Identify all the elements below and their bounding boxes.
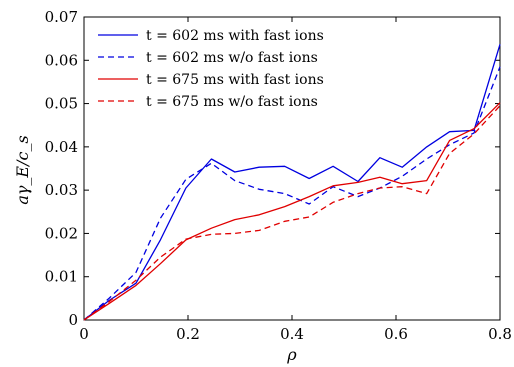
y-tick-label: 0.01: [45, 268, 78, 286]
x-axis-title: ρ: [286, 345, 297, 364]
y-axis-title: aγ_E/c_s: [13, 135, 32, 204]
legend-label: t = 675 ms w/o fast ions: [146, 94, 318, 110]
y-tick-label: 0.03: [45, 181, 78, 199]
legend-item: t = 675 ms w/o fast ions: [98, 94, 318, 110]
y-axis-title-text: aγ_E/c_s: [13, 135, 32, 204]
x-tick-label: 0.4: [280, 325, 304, 343]
series-line-1: [83, 44, 501, 321]
legend-label: t = 602 ms w/o fast ions: [146, 50, 318, 66]
legend-label: t = 602 ms with fast ions: [146, 28, 324, 44]
y-tick-label: 0: [68, 311, 78, 329]
series-layer: [83, 44, 501, 321]
x-tick-label: 0.6: [384, 325, 408, 343]
x-tick-label: 0: [79, 325, 89, 343]
legend-label: t = 675 ms with fast ions: [146, 72, 324, 88]
legend: t = 602 ms with fast ions t = 602 ms w/o …: [98, 28, 324, 110]
legend-item: t = 675 ms with fast ions: [98, 72, 324, 88]
legend-item: t = 602 ms w/o fast ions: [98, 50, 318, 66]
series-line-2: [83, 66, 501, 321]
series-line-3: [83, 102, 501, 321]
x-tick-label: 0.2: [176, 325, 200, 343]
axis-ticks: 0 0.2 0.4 0.6 0.8 0 0.01 0.02 0.03 0.04 0.05 0.06 0.…: [45, 8, 512, 343]
legend-item: t = 602 ms with fast ions: [98, 28, 324, 44]
y-tick-label: 0.06: [45, 51, 78, 69]
y-tick-label: 0.05: [45, 95, 78, 113]
y-tick-label: 0.07: [45, 8, 78, 26]
series-line-4: [83, 105, 501, 321]
y-tick-label: 0.02: [45, 224, 78, 242]
x-tick-label: 0.8: [488, 325, 512, 343]
y-tick-label: 0.04: [45, 138, 78, 156]
